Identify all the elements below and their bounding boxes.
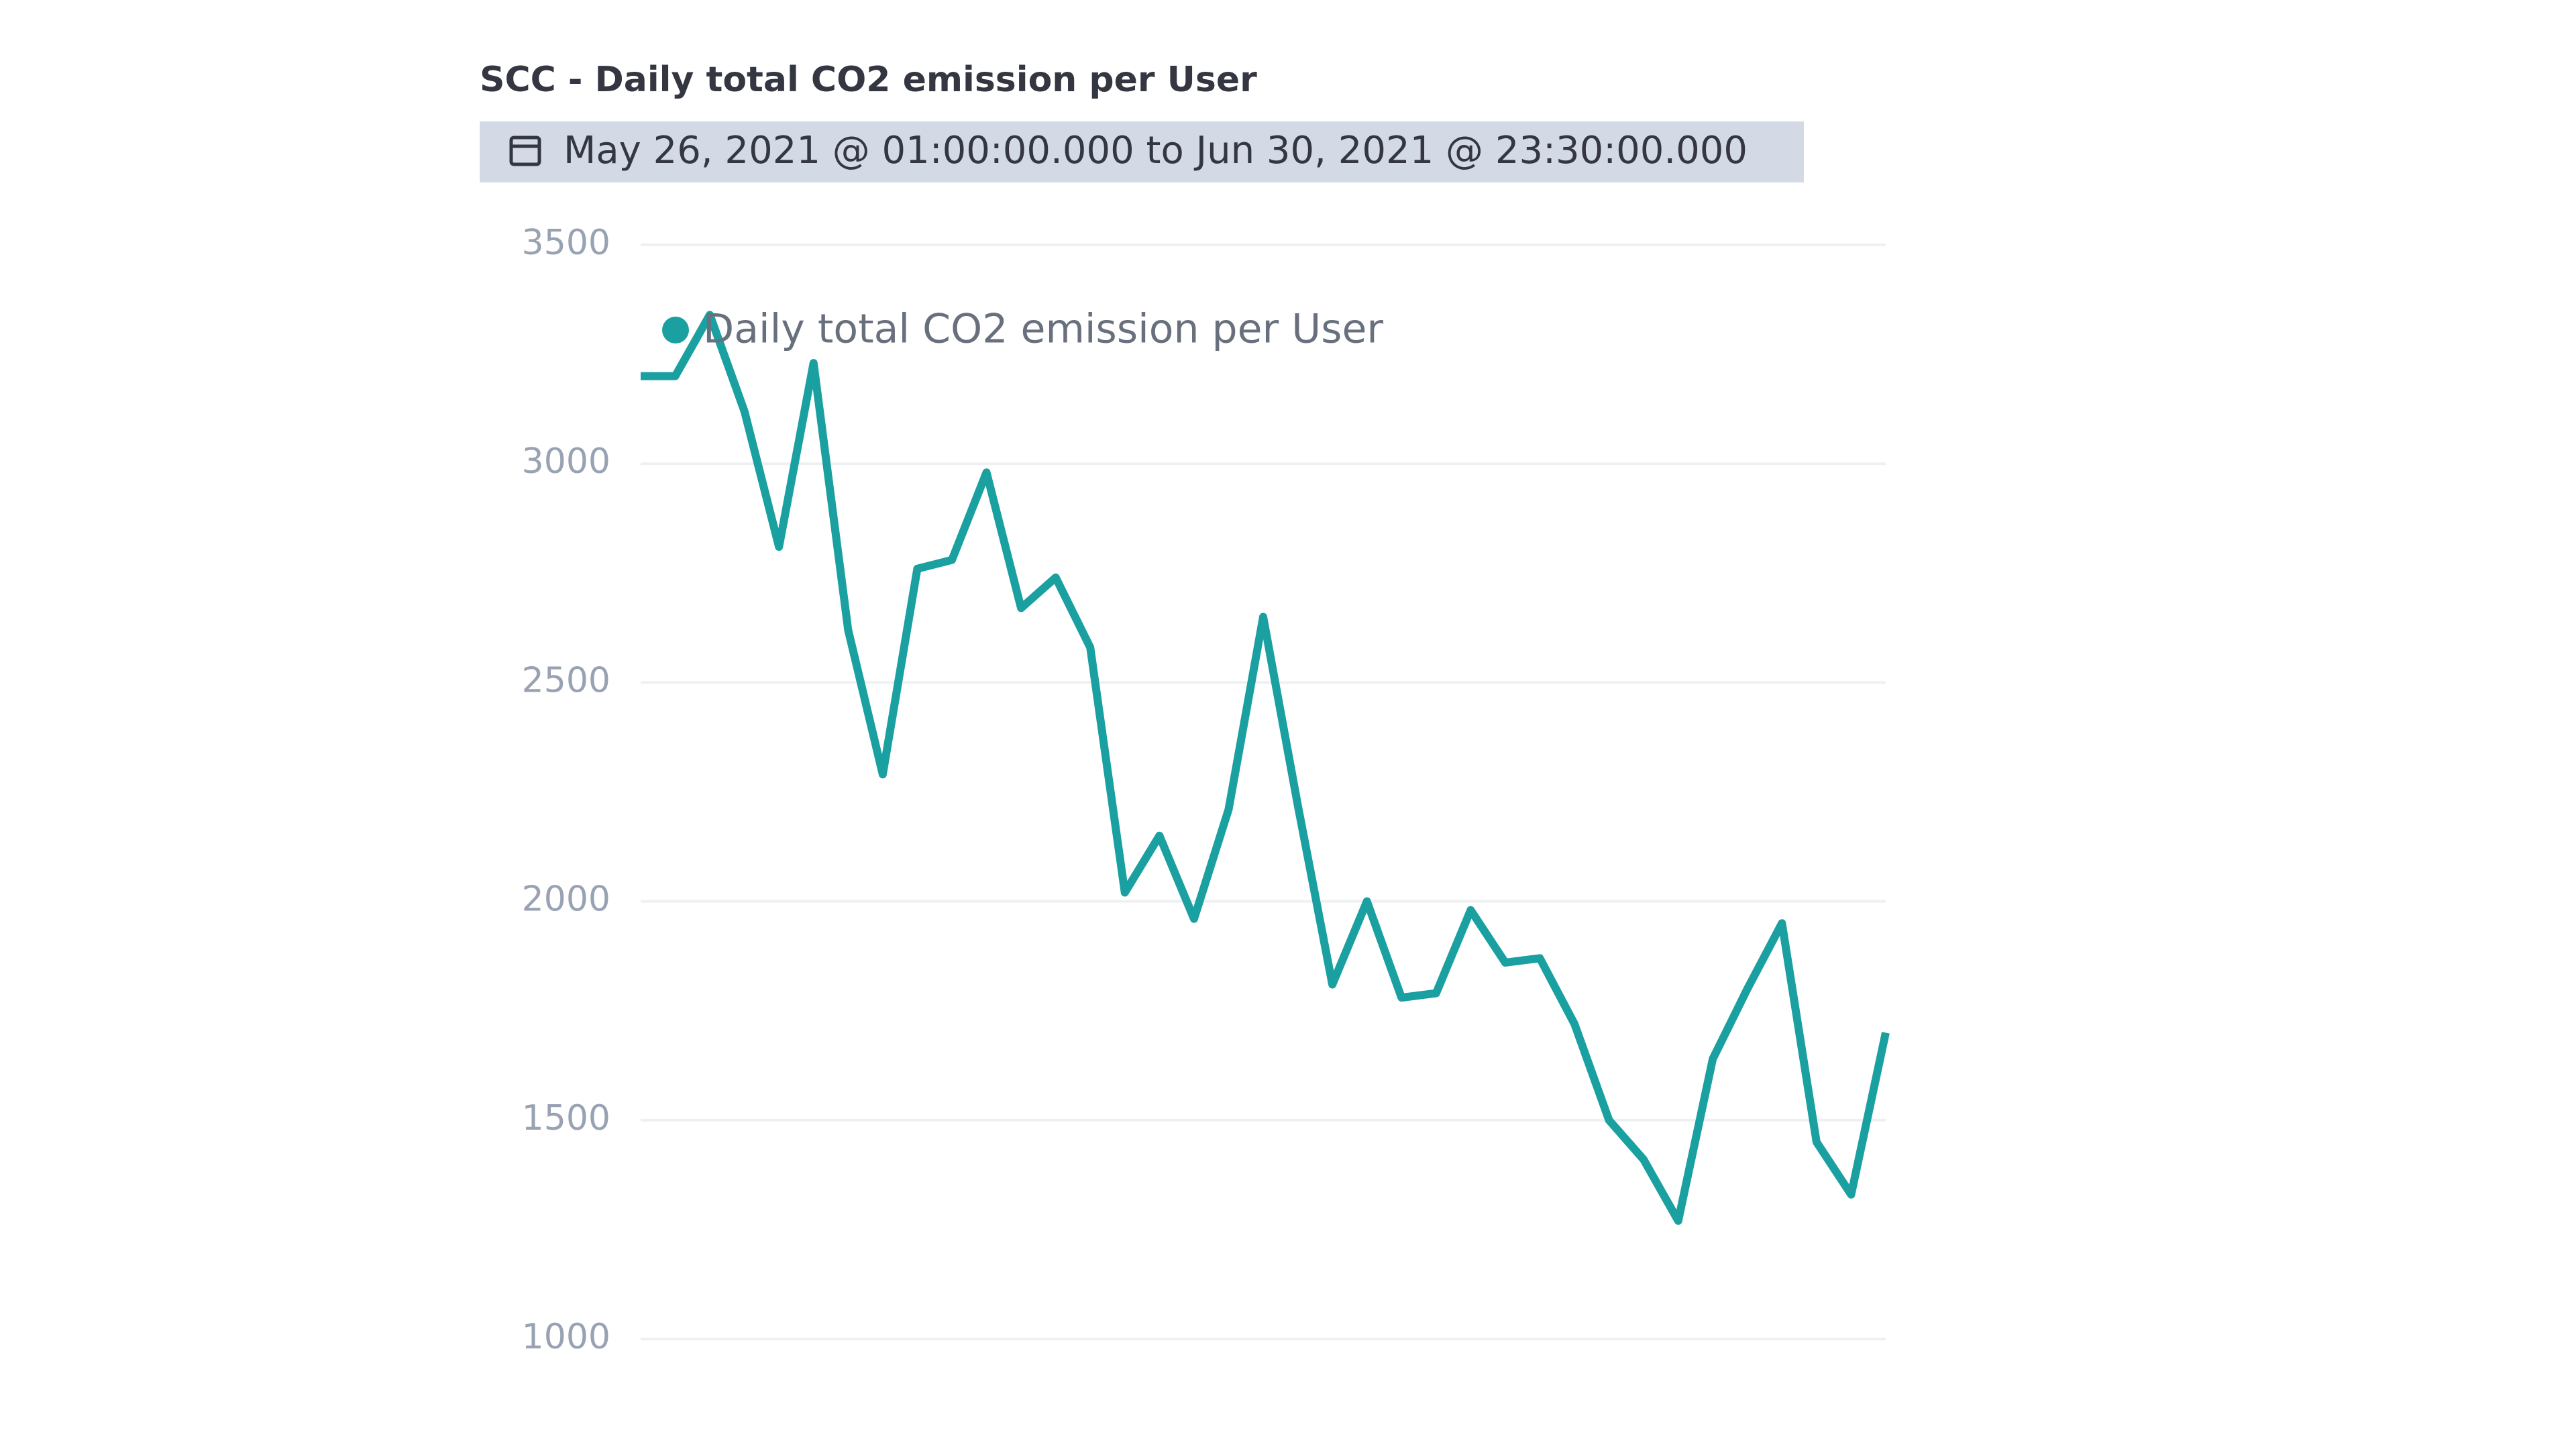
time-range: May 26, 2021 @ 01:00:00.000 to Jun 30, 2… [564,129,1748,172]
y-tick-label: 2000 [522,879,610,920]
calendar-icon [509,136,541,166]
legend-marker [662,317,689,343]
y-tick-label: 1500 [522,1098,610,1138]
y-tick-label: 1000 [522,1317,610,1357]
legend-label: Daily total CO2 emission per User [703,306,1383,353]
time-range-badge [480,121,1804,182]
y-tick-label: 3000 [522,441,610,482]
chart-title: SCC - Daily total CO2 emission per User [480,60,1257,100]
series-line [641,311,1890,1225]
y-tick-label: 3500 [522,223,610,263]
y-tick-label: 2500 [522,660,610,700]
